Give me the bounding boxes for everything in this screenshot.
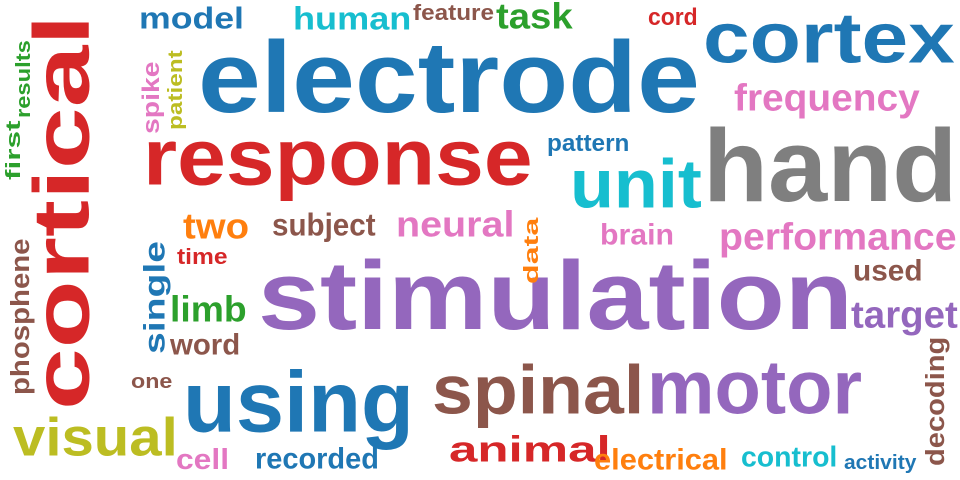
word-single: single <box>137 240 171 354</box>
word-limb: limb <box>170 290 247 330</box>
word-neural: neural <box>396 205 515 245</box>
word-two: two <box>183 207 250 247</box>
word-data: data <box>521 217 543 284</box>
word-model: model <box>139 0 244 35</box>
word-response: response <box>143 112 533 202</box>
word-feature: feature <box>413 0 495 25</box>
word-animal: animal <box>449 430 611 470</box>
word-human: human <box>293 1 412 37</box>
word-patient: patient <box>165 50 187 130</box>
word-results: results <box>13 40 35 118</box>
word-frequency: frequency <box>734 77 920 119</box>
word-time: time <box>177 244 228 269</box>
word-motor: motor <box>647 345 863 430</box>
word-one: one <box>131 371 173 393</box>
word-word: word <box>170 327 241 361</box>
word-unit: unit <box>570 146 702 223</box>
word-stimulation: stimulation <box>258 240 853 350</box>
word-cord: cord <box>648 4 698 31</box>
word-hand: hand <box>703 107 958 223</box>
word-performance: performance <box>719 216 957 258</box>
word-electrical: electrical <box>594 442 728 476</box>
word-activity: activity <box>844 452 917 474</box>
word-recorded: recorded <box>255 441 379 475</box>
word-electrode: electrode <box>198 21 700 134</box>
word-spinal: spinal <box>432 352 645 429</box>
word-decoding: decoding <box>920 336 950 466</box>
word-used: used <box>853 253 923 287</box>
word-visual: visual <box>13 408 178 468</box>
word-task: task <box>496 0 573 37</box>
word-spike: spike <box>138 61 165 134</box>
word-cortex: cortex <box>703 0 955 79</box>
word-subject: subject <box>272 208 376 243</box>
word-phosphene: phosphene <box>5 238 35 395</box>
word-using: using <box>183 354 414 451</box>
word-first: first <box>3 120 25 180</box>
word-pattern: pattern <box>547 130 630 157</box>
word-brain: brain <box>600 217 675 251</box>
word-control: control <box>741 441 838 473</box>
word-cell: cell <box>176 444 230 476</box>
word-target: target <box>851 294 958 336</box>
